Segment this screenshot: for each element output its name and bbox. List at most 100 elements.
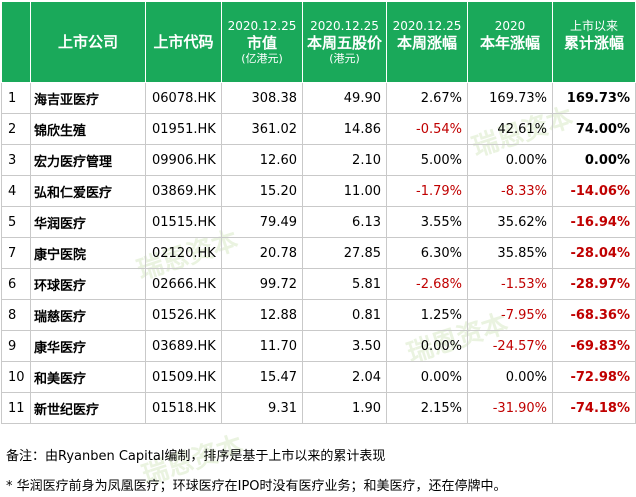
cell-cumulative-change: -28.04%: [552, 237, 636, 269]
cell-market-cap: 12.60: [221, 144, 303, 176]
cell-stock-code: 01515.HK: [145, 206, 222, 238]
cell-price: 5.81: [302, 268, 387, 300]
table-row: 7 康宁医院 02120.HK 20.78 27.85 6.30% 35.85% -28.04…: [1, 237, 636, 269]
cell-week-change: 0.00%: [386, 361, 468, 393]
cell-index: 3: [1, 144, 31, 176]
cell-week-change: 1.25%: [386, 299, 468, 331]
cell-price: 3.50: [302, 330, 387, 362]
cell-stock-code: 02666.HK: [145, 268, 222, 300]
table-row: 8 瑞慈医疗 01526.HK 12.88 0.81 1.25% -7.95% -68.36%: [1, 299, 636, 331]
table-row: 10 和美医疗 01509.HK 15.47 2.04 0.00% 0.00% -72.98%: [1, 361, 636, 393]
hk-healthcare-stocks-table: 上市公司 上市代码 2020.12.25 市值 (亿港元) 2020.12.25…: [1, 1, 636, 424]
note-line-1: 备注：由Ryanben Capital编制，排序是基于上市以来的累计表现: [6, 449, 386, 464]
cell-market-cap: 361.02: [221, 113, 303, 145]
cell-market-cap: 20.78: [221, 237, 303, 269]
header-year-date: 2020: [494, 19, 526, 33]
cell-price: 0.81: [302, 299, 387, 331]
cell-stock-code: 01951.HK: [145, 113, 222, 145]
cell-year-change: -31.90%: [467, 392, 553, 424]
cell-cumulative-change: -74.18%: [552, 392, 636, 424]
cell-market-cap: 12.88: [221, 299, 303, 331]
cell-week-change: 2.67%: [386, 82, 468, 114]
header-week-date: 2020.12.25: [392, 19, 462, 33]
cell-week-change: -1.79%: [386, 175, 468, 207]
cell-market-cap: 15.20: [221, 175, 303, 207]
header-year-change: 2020 本年涨幅: [467, 1, 553, 83]
cell-market-cap: 9.31: [221, 392, 303, 424]
cell-price: 2.10: [302, 144, 387, 176]
cell-year-change: -7.95%: [467, 299, 553, 331]
header-cumulative-change: 上市以来 累计涨幅: [552, 1, 636, 83]
header-market-cap: 2020.12.25 市值 (亿港元): [221, 1, 303, 83]
table-body: 1 海吉亚医疗 06078.HK 308.38 49.90 2.67% 169.73% 169…: [1, 82, 636, 424]
cell-year-change: 42.61%: [467, 113, 553, 145]
cell-year-change: -1.53%: [467, 268, 553, 300]
cell-stock-code: 09906.HK: [145, 144, 222, 176]
header-cumulative-label: 累计涨幅: [563, 34, 624, 52]
cell-price: 2.04: [302, 361, 387, 393]
cell-index: 7: [1, 237, 31, 269]
header-company: 上市公司: [30, 1, 146, 83]
header-price-label: 本周五股价: [306, 34, 382, 52]
cell-market-cap: 308.38: [221, 82, 303, 114]
cell-year-change: -24.57%: [467, 330, 553, 362]
header-price: 2020.12.25 本周五股价 (港元): [302, 1, 387, 83]
header-market-cap-date: 2020.12.25: [227, 19, 297, 33]
cell-price: 1.90: [302, 392, 387, 424]
cell-index: 10: [1, 361, 31, 393]
header-cumulative-top: 上市以来: [569, 19, 618, 33]
cell-company-name: 康华医疗: [30, 330, 146, 362]
cell-company-name: 海吉亚医疗: [30, 82, 146, 114]
cell-cumulative-change: 169.73%: [552, 82, 636, 114]
cell-stock-code: 03689.HK: [145, 330, 222, 362]
cell-index: 8: [1, 299, 31, 331]
cell-cumulative-change: -14.06%: [552, 175, 636, 207]
table-row: 2 锦欣生殖 01951.HK 361.02 14.86 -0.54% 42.61% 74.0…: [1, 113, 636, 145]
cell-company-name: 宏力医疗管理: [30, 144, 146, 176]
cell-company-name: 华润医疗: [30, 206, 146, 238]
cell-index: 11: [1, 392, 31, 424]
cell-company-name: 康宁医院: [30, 237, 146, 269]
cell-price: 11.00: [302, 175, 387, 207]
header-price-unit: (港元): [329, 52, 360, 65]
cell-index: 4: [1, 175, 31, 207]
cell-year-change: 0.00%: [467, 144, 553, 176]
cell-cumulative-change: 0.00%: [552, 144, 636, 176]
cell-stock-code: 01526.HK: [145, 299, 222, 331]
cell-price: 6.13: [302, 206, 387, 238]
header-index: [1, 1, 31, 83]
cell-company-name: 环球医疗: [30, 268, 146, 300]
cell-week-change: 6.30%: [386, 237, 468, 269]
cell-week-change: 3.55%: [386, 206, 468, 238]
table-row: 5 华润医疗 01515.HK 79.49 6.13 3.55% 35.62% -16.94%: [1, 206, 636, 238]
cell-cumulative-change: 74.00%: [552, 113, 636, 145]
cell-year-change: -8.33%: [467, 175, 553, 207]
cell-week-change: -2.68%: [386, 268, 468, 300]
cell-company-name: 锦欣生殖: [30, 113, 146, 145]
header-code: 上市代码: [145, 1, 222, 83]
cell-market-cap: 15.47: [221, 361, 303, 393]
note-line-2: * 华润医疗前身为凤凰医疗；环球医疗在IPO时没有医疗业务；和美医疗，还在停牌中…: [6, 479, 507, 494]
cell-market-cap: 99.72: [221, 268, 303, 300]
cell-week-change: -0.54%: [386, 113, 468, 145]
cell-year-change: 35.85%: [467, 237, 553, 269]
table-header-row: 上市公司 上市代码 2020.12.25 市值 (亿港元) 2020.12.25…: [1, 1, 636, 83]
header-price-date: 2020.12.25: [310, 19, 379, 33]
cell-stock-code: 03869.HK: [145, 175, 222, 207]
cell-company-name: 瑞慈医疗: [30, 299, 146, 331]
cell-year-change: 35.62%: [467, 206, 553, 238]
cell-index: 1: [1, 82, 31, 114]
header-week-change: 2020.12.25 本周涨幅: [386, 1, 468, 83]
cell-stock-code: 02120.HK: [145, 237, 222, 269]
header-year-label: 本年涨幅: [479, 34, 540, 52]
cell-stock-code: 06078.HK: [145, 82, 222, 114]
cell-week-change: 2.15%: [386, 392, 468, 424]
cell-stock-code: 01518.HK: [145, 392, 222, 424]
cell-company-name: 和美医疗: [30, 361, 146, 393]
header-week-label: 本周涨幅: [396, 34, 457, 52]
table-row: 6 环球医疗 02666.HK 99.72 5.81 -2.68% -1.53% -28.97…: [1, 268, 636, 300]
cell-cumulative-change: -68.36%: [552, 299, 636, 331]
table-row: 9 康华医疗 03689.HK 11.70 3.50 0.00% -24.57% -69.83…: [1, 330, 636, 362]
cell-price: 14.86: [302, 113, 387, 145]
table-row: 1 海吉亚医疗 06078.HK 308.38 49.90 2.67% 169.73% 169…: [1, 82, 636, 114]
